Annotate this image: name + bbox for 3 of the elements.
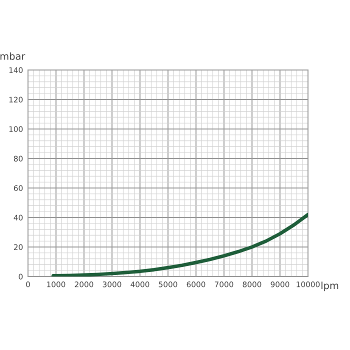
y-axis-title: mbar: [0, 52, 26, 60]
line-series: [51, 212, 308, 276]
x-axis-title: lpm: [322, 282, 338, 292]
